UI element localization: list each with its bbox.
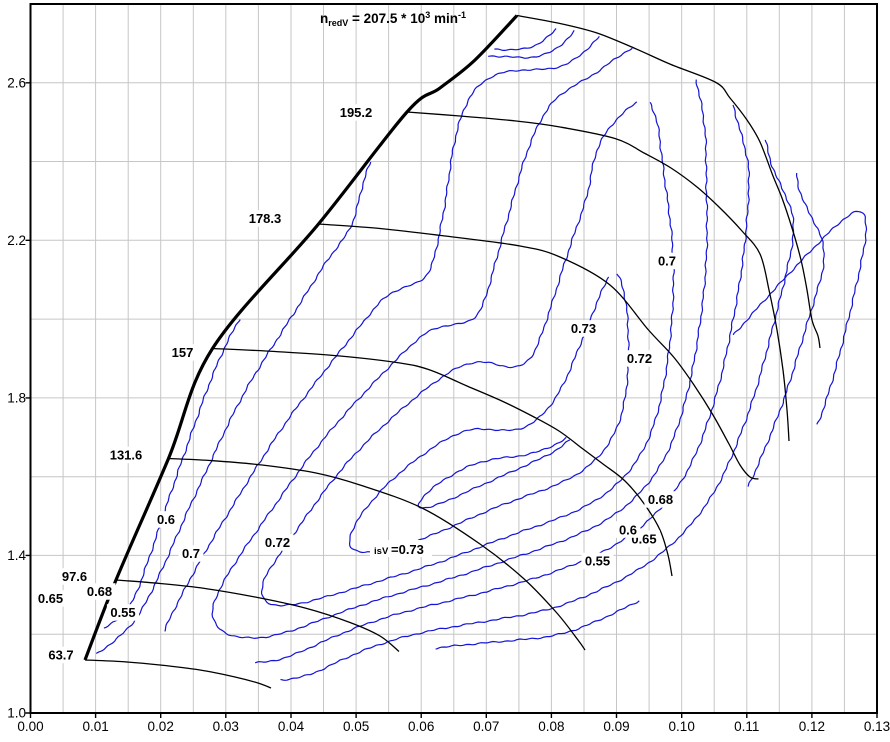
- svg-text:178.3: 178.3: [249, 211, 282, 226]
- svg-text:63.7: 63.7: [48, 648, 73, 663]
- svg-text:0.68: 0.68: [87, 584, 112, 599]
- svg-text:2.6: 2.6: [7, 75, 26, 90]
- svg-text:0.00: 0.00: [17, 719, 43, 734]
- svg-text:0.11: 0.11: [734, 719, 759, 734]
- svg-text:1.0: 1.0: [7, 706, 26, 721]
- svg-text:0.03: 0.03: [213, 719, 239, 734]
- svg-text:131.6: 131.6: [110, 448, 143, 463]
- svg-text:0.6: 0.6: [157, 512, 175, 527]
- svg-text:=0.73: =0.73: [391, 542, 424, 557]
- svg-text:2.2: 2.2: [7, 233, 26, 248]
- svg-text:0.01: 0.01: [82, 719, 108, 734]
- svg-text:0.10: 0.10: [669, 719, 695, 734]
- svg-text:0.05: 0.05: [343, 719, 369, 734]
- svg-text:195.2: 195.2: [340, 105, 373, 120]
- svg-text:0.07: 0.07: [473, 719, 499, 734]
- svg-text:0.73: 0.73: [571, 321, 596, 336]
- svg-text:0.06: 0.06: [408, 719, 434, 734]
- svg-text:nredV = 207.5 * 103 min-1: nredV = 207.5 * 103 min-1: [320, 10, 466, 28]
- svg-text:0.68: 0.68: [648, 492, 673, 507]
- svg-text:0.08: 0.08: [538, 719, 564, 734]
- svg-text:0.72: 0.72: [627, 351, 652, 366]
- svg-text:0.7: 0.7: [658, 254, 676, 269]
- svg-text:0.65: 0.65: [38, 591, 63, 606]
- svg-text:0.72: 0.72: [265, 535, 290, 550]
- svg-text:0.09: 0.09: [603, 719, 629, 734]
- svg-text:0.6: 0.6: [619, 522, 637, 537]
- svg-text:97.6: 97.6: [62, 569, 87, 584]
- svg-text:0.13: 0.13: [864, 719, 890, 734]
- svg-text:V: V: [382, 546, 389, 557]
- svg-text:157: 157: [172, 345, 194, 360]
- svg-text:0.55: 0.55: [585, 554, 610, 569]
- svg-text:0.55: 0.55: [110, 605, 135, 620]
- svg-text:1.4: 1.4: [7, 548, 26, 563]
- svg-text:0.04: 0.04: [278, 719, 305, 734]
- svg-text:1.8: 1.8: [7, 390, 26, 405]
- svg-text:0.7: 0.7: [182, 546, 200, 561]
- svg-text:0.12: 0.12: [799, 719, 825, 734]
- svg-text:0.02: 0.02: [148, 719, 174, 734]
- svg-text:is: is: [374, 546, 382, 557]
